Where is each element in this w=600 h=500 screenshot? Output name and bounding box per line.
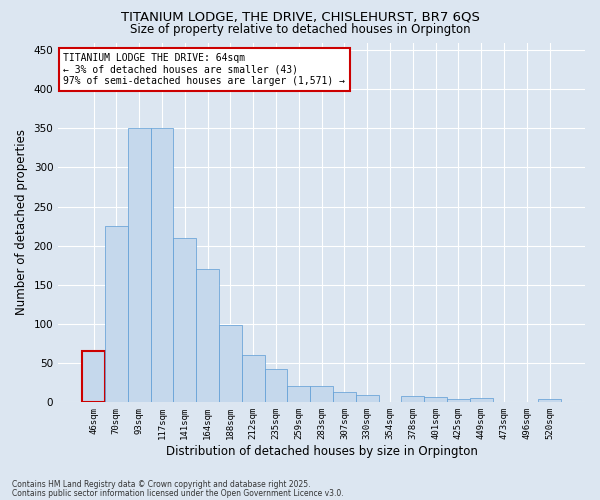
Bar bbox=[82, 351, 105, 402]
Bar bbox=[447, 398, 470, 402]
Bar bbox=[310, 386, 333, 402]
Text: TITANIUM LODGE THE DRIVE: 64sqm
← 3% of detached houses are smaller (43)
97% of : TITANIUM LODGE THE DRIVE: 64sqm ← 3% of … bbox=[64, 54, 346, 86]
Bar bbox=[333, 392, 356, 402]
Text: Size of property relative to detached houses in Orpington: Size of property relative to detached ho… bbox=[130, 22, 470, 36]
Bar bbox=[173, 238, 196, 402]
Bar bbox=[287, 386, 310, 402]
Bar bbox=[196, 269, 219, 402]
Bar bbox=[242, 355, 265, 402]
Bar bbox=[424, 397, 447, 402]
Bar bbox=[128, 128, 151, 402]
Bar bbox=[356, 395, 379, 402]
Bar bbox=[151, 128, 173, 402]
Bar bbox=[401, 396, 424, 402]
Bar bbox=[538, 400, 561, 402]
Text: Contains HM Land Registry data © Crown copyright and database right 2025.: Contains HM Land Registry data © Crown c… bbox=[12, 480, 311, 489]
Bar bbox=[265, 369, 287, 402]
X-axis label: Distribution of detached houses by size in Orpington: Distribution of detached houses by size … bbox=[166, 444, 478, 458]
Y-axis label: Number of detached properties: Number of detached properties bbox=[15, 129, 28, 315]
Bar bbox=[105, 226, 128, 402]
Text: TITANIUM LODGE, THE DRIVE, CHISLEHURST, BR7 6QS: TITANIUM LODGE, THE DRIVE, CHISLEHURST, … bbox=[121, 10, 479, 23]
Bar bbox=[219, 326, 242, 402]
Bar bbox=[470, 398, 493, 402]
Text: Contains public sector information licensed under the Open Government Licence v3: Contains public sector information licen… bbox=[12, 488, 344, 498]
